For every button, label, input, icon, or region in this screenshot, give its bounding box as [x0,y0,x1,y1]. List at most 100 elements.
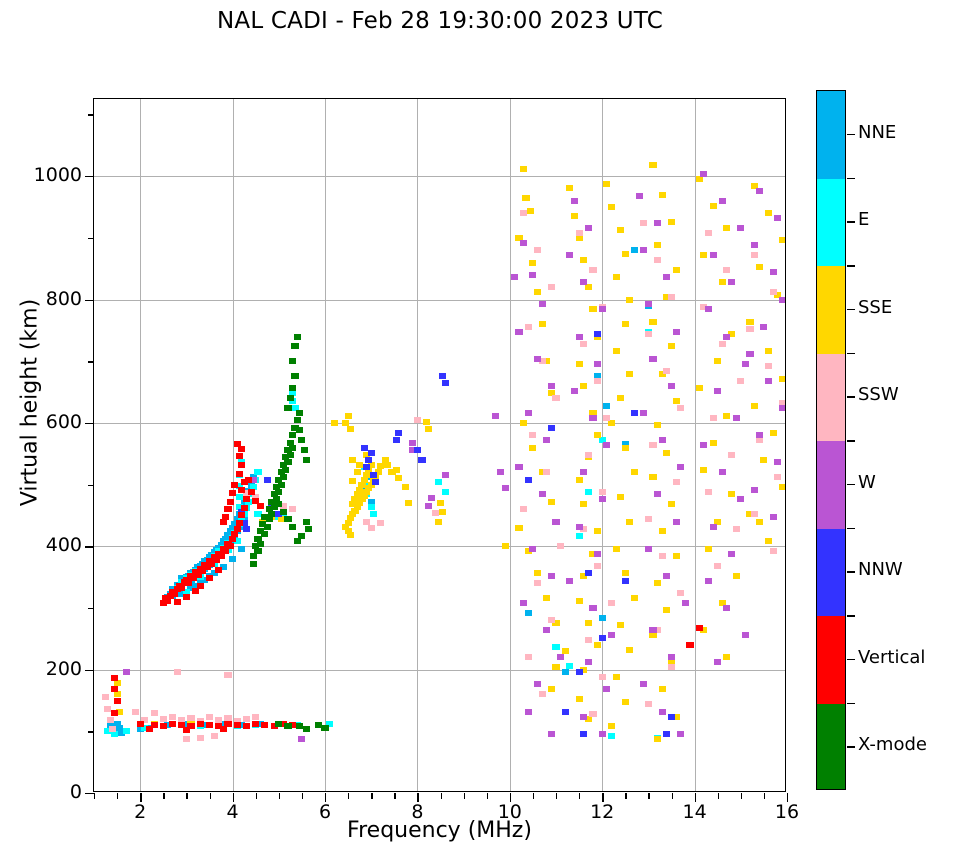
data-point [393,466,401,473]
data-point [552,664,560,671]
data-point [667,382,676,389]
data-point [728,451,736,458]
data-point [434,479,442,486]
data-point [249,553,257,560]
colorbar-segment-e[interactable] [817,178,845,267]
colorbar-segment-w[interactable] [817,441,845,529]
data-point [524,708,532,715]
data-point [584,637,592,643]
x-axis-tick-minor [348,793,350,799]
data-point [277,516,285,523]
data-point [522,195,530,202]
data-point [630,595,639,602]
x-axis-tick-major [787,793,789,802]
data-point [346,532,354,539]
data-point [612,348,620,355]
data-point [275,476,283,483]
y-axis-tick-minor [88,607,94,610]
data-point [547,390,555,397]
data-point [240,500,248,507]
colorbar-segment-nne[interactable] [817,91,845,179]
data-point [751,486,759,493]
data-point [210,733,218,740]
y-axis-title: Virtual height (km) [17,298,43,507]
data-point [667,294,676,300]
x-axis-tick-label: 16 [774,801,800,823]
data-point [547,617,555,624]
data-point [755,432,763,439]
data-point [700,442,708,449]
data-point [196,579,204,585]
colorbar-segment-x-mode[interactable] [817,703,845,789]
colorbar-tick [847,746,855,748]
data-point [520,419,528,426]
data-point [718,469,726,476]
data-point [737,224,745,231]
data-point [524,476,532,483]
data-point [413,417,421,424]
data-point [439,373,447,379]
data-point [654,580,662,587]
x-axis-tick-minor [671,793,673,799]
data-point [700,627,708,634]
data-point [302,725,311,732]
data-point [538,321,546,328]
data-point [171,591,179,598]
data-point [284,447,292,453]
data-point [141,724,149,731]
colorbar-segment-ssw[interactable] [817,353,845,442]
data-point [774,291,782,298]
data-layer [94,99,785,791]
data-point [367,498,375,505]
data-point [704,489,713,495]
data-point [240,519,248,526]
data-point [404,500,412,507]
data-point [168,713,177,720]
data-point [277,481,285,488]
data-point [388,469,396,476]
data-point [524,410,532,416]
colorbar-segment-vertical[interactable] [817,616,845,704]
data-point [229,524,237,531]
colorbar[interactable] [816,90,846,790]
data-point [286,451,294,458]
data-point [199,567,207,574]
x-axis-title: Frequency (MHz) [347,818,532,843]
data-point [363,471,371,478]
data-point [238,516,246,523]
data-point [215,723,223,730]
data-point [649,442,657,449]
data-point [192,582,200,589]
data-point [580,730,588,737]
data-point [778,237,785,244]
data-point [363,489,371,495]
data-point [533,247,542,254]
data-point [552,518,560,525]
y-axis-tick-label: 200 [45,657,82,680]
data-point [658,708,666,715]
data-point [718,340,726,347]
data-point [279,461,287,468]
data-point [617,395,625,402]
data-point [108,725,117,732]
data-point [607,632,615,639]
data-point [145,725,153,732]
x-axis-tick-minor [625,793,627,799]
data-point [746,318,754,325]
data-point [751,402,759,409]
data-point [136,720,144,727]
data-point [229,535,237,542]
data-point [667,218,676,225]
colorbar-boundary-tick [847,177,855,180]
colorbar-segment-sse[interactable] [817,266,845,354]
data-point [266,506,274,513]
data-point [256,720,264,727]
data-point [235,453,244,460]
data-point [626,370,634,377]
data-point [649,318,657,325]
y-axis-tick-major [85,669,94,671]
data-point [238,486,246,493]
data-point [196,734,204,741]
data-point [349,477,357,484]
colorbar-segment-nnw[interactable] [817,528,845,617]
